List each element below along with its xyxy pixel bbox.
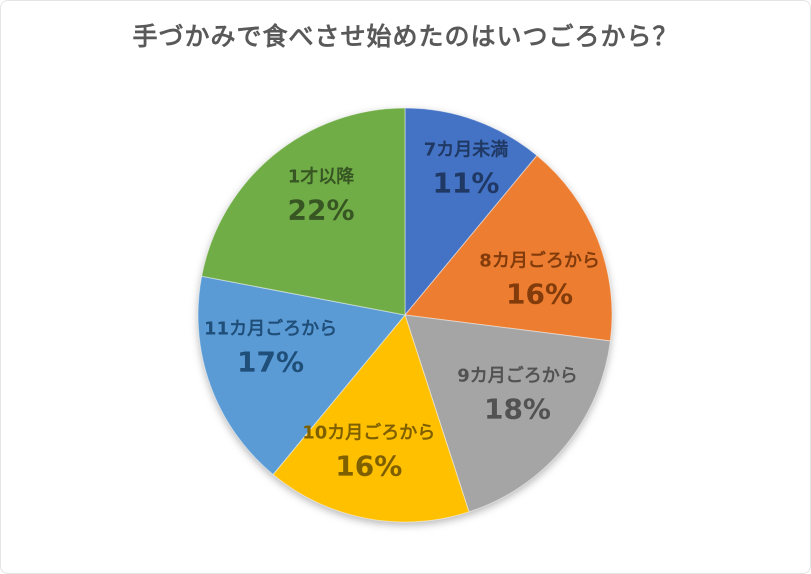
pie-slice xyxy=(404,314,611,513)
pie-slice xyxy=(272,313,470,523)
pie-slice xyxy=(201,107,406,316)
pie-slice xyxy=(197,275,406,476)
pie-slice xyxy=(404,107,538,317)
pie-slice xyxy=(404,154,613,342)
chart-title: 手づかみで食べさせ始めたのはいつごろから？ xyxy=(132,22,679,51)
